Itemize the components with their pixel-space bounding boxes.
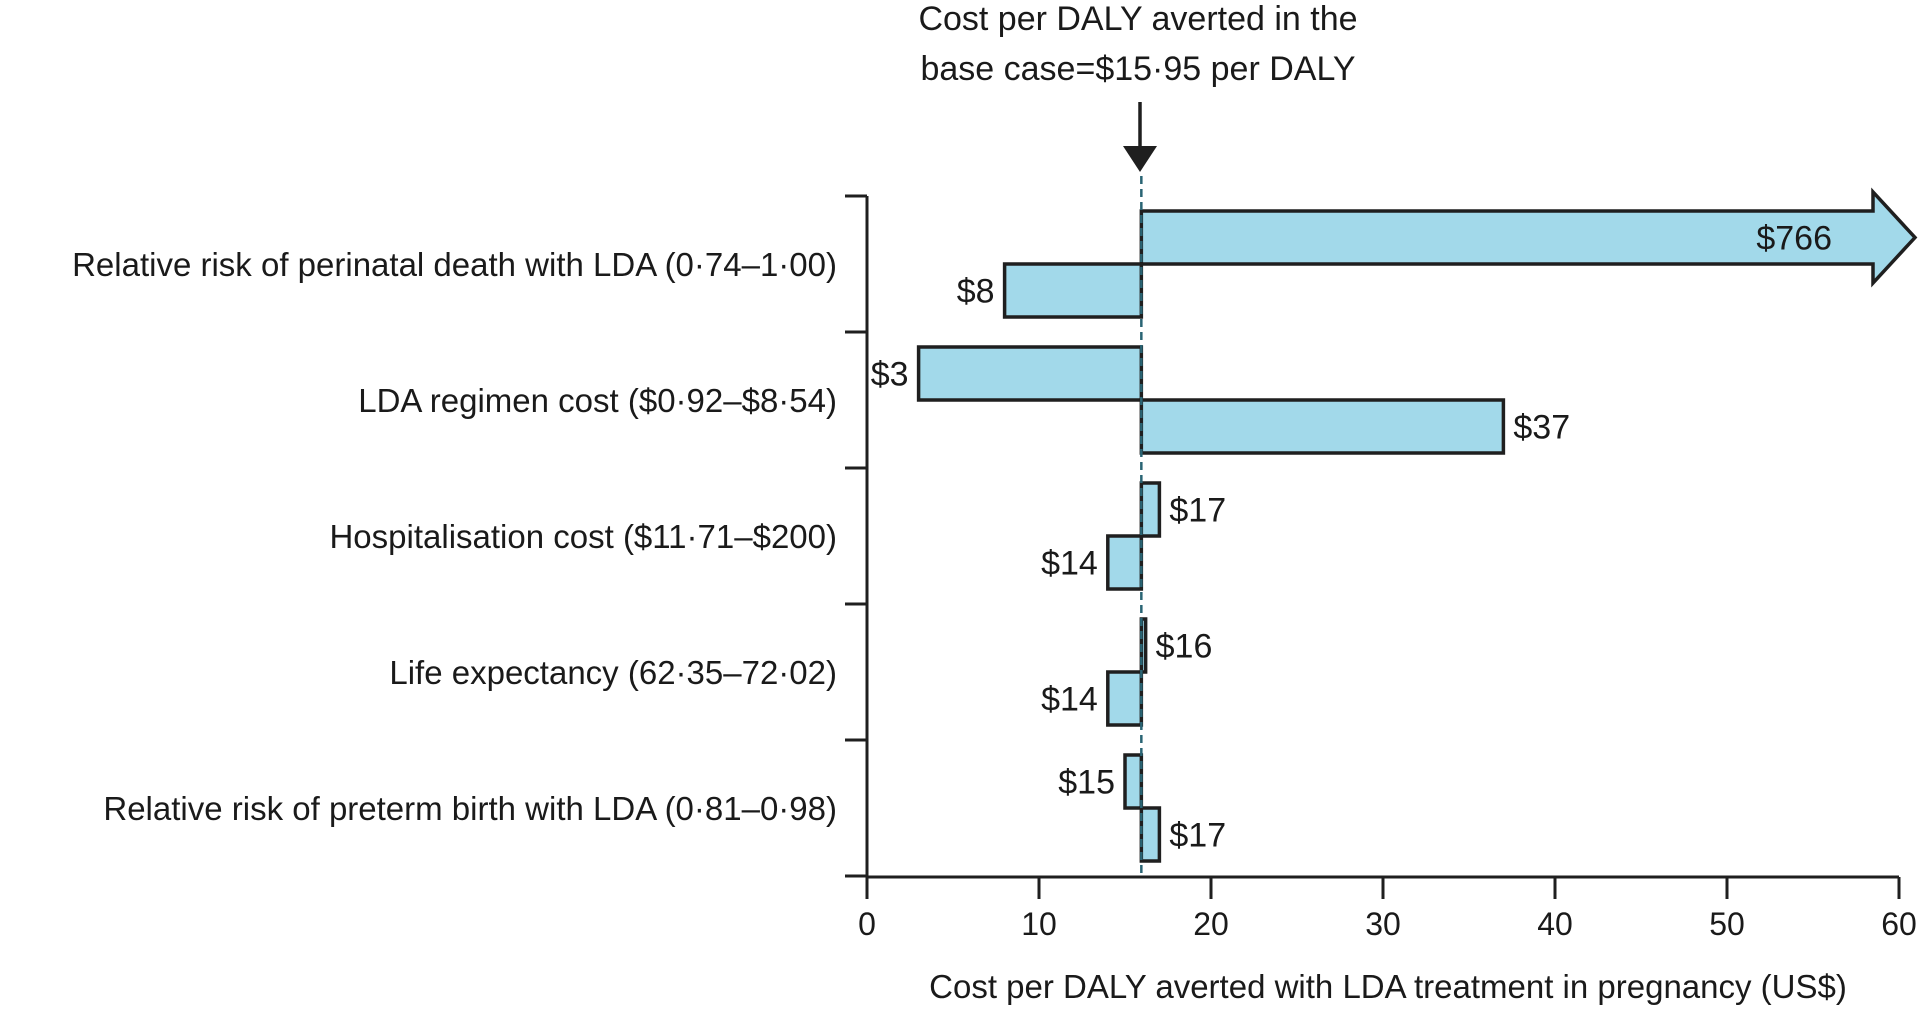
labels-layer: Relative risk of perinatal death with LD… (72, 220, 1832, 855)
bar-upper-2 (1139, 481, 1162, 538)
bar-value-label: $16 (1156, 628, 1213, 666)
category-label: LDA regimen cost ($0·92–$8·54) (358, 382, 837, 419)
bar-lower-0 (1002, 262, 1144, 319)
category-label: Relative risk of perinatal death with LD… (72, 246, 837, 283)
bar-value-label: $14 (1041, 545, 1098, 583)
bar-lower-4 (1139, 806, 1162, 863)
bar-upper-4 (1123, 753, 1144, 810)
bar-lower-3 (1106, 670, 1144, 727)
bar-value-label: $14 (1041, 681, 1098, 719)
x-tick-label: 60 (1881, 906, 1917, 942)
category-label: Relative risk of preterm birth with LDA … (103, 790, 837, 827)
x-tick-label: 40 (1537, 906, 1573, 942)
bar-value-label: $15 (1058, 764, 1115, 802)
category-label: Hospitalisation cost ($11·71–$200) (329, 518, 837, 555)
bar-value-label: $17 (1169, 492, 1226, 530)
x-axis-title: Cost per DALY averted with LDA treatment… (929, 968, 1847, 1005)
axes-layer: 0 10 20 30 40 50 60 (845, 194, 1917, 942)
bar-lower-1 (1139, 398, 1506, 455)
x-tick-label: 30 (1365, 906, 1401, 942)
bar-value-label: $8 (957, 273, 995, 311)
x-tick-label: 50 (1709, 906, 1745, 942)
x-tick-label: 0 (858, 906, 876, 942)
bar-lower-2 (1106, 534, 1144, 591)
bar-value-label: $37 (1513, 409, 1570, 447)
x-tick-label: 20 (1193, 906, 1229, 942)
bar-upper-1 (916, 345, 1144, 402)
bar-upper-0 (1139, 187, 1918, 288)
annotation-line-1: Cost per DALY averted in the (918, 0, 1357, 38)
bars-layer (916, 187, 1918, 863)
annotation-arrow (1123, 102, 1157, 172)
bar-value-label: $766 (1756, 220, 1832, 258)
category-label: Life expectancy (62·35–72·02) (389, 654, 837, 691)
bar-value-label: $3 (871, 356, 909, 394)
annotation-line-2: base case=$15·95 per DALY (920, 50, 1355, 88)
x-tick-label: 10 (1021, 906, 1057, 942)
bar-value-label: $17 (1169, 817, 1226, 855)
